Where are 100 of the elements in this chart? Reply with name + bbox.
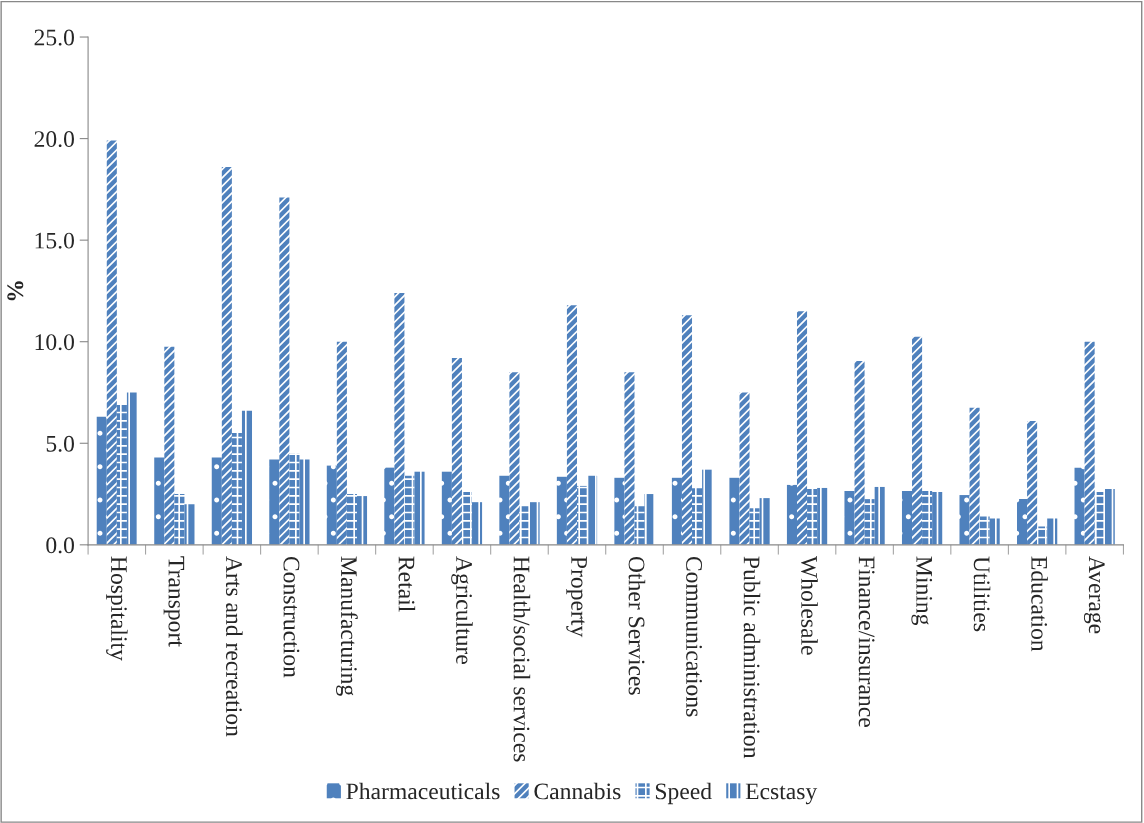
x-tick-label: Transport	[163, 556, 185, 647]
x-tick-label: Mining	[911, 556, 933, 626]
bar	[1094, 492, 1105, 545]
bar	[529, 502, 540, 545]
bar	[384, 467, 395, 545]
x-tick-label: Health/social services	[513, 556, 531, 762]
bar	[576, 485, 588, 545]
bar	[587, 475, 598, 545]
y-tick-label: 5.0	[46, 435, 74, 452]
bar	[807, 488, 818, 545]
bar	[404, 475, 415, 545]
bar	[566, 305, 577, 545]
bar	[231, 433, 242, 545]
x-tick-label: Communications	[686, 556, 702, 717]
y-tick-label: 0.0	[46, 537, 74, 554]
bar	[644, 494, 655, 545]
bar	[289, 453, 300, 545]
x-tick-label: Hospitality	[106, 556, 128, 661]
bar	[241, 410, 253, 545]
bar	[106, 140, 117, 545]
legend-label: Pharmaceuticals	[346, 782, 500, 800]
bar	[1037, 526, 1048, 545]
bar	[864, 499, 875, 545]
bar	[1017, 499, 1028, 545]
x-tick-label: Other Services	[628, 556, 646, 695]
legend-label: Ecstasy	[745, 783, 818, 805]
bar	[749, 508, 760, 545]
y-axis-title: %	[7, 281, 24, 301]
bar	[414, 471, 425, 545]
bar	[336, 341, 347, 545]
bar	[519, 506, 530, 545]
bar	[817, 487, 828, 545]
legend-label: Cannabis	[534, 782, 621, 800]
bar	[681, 315, 693, 545]
bar	[702, 469, 713, 545]
bar	[1047, 518, 1058, 545]
bar	[912, 336, 923, 545]
bar	[346, 494, 357, 545]
bar	[786, 484, 797, 545]
bar	[509, 372, 520, 545]
bar	[759, 498, 770, 545]
bar	[959, 495, 970, 545]
bar	[96, 416, 107, 545]
y-tick-label: 25.0	[34, 29, 74, 46]
bar	[461, 492, 473, 545]
bar	[221, 167, 232, 545]
y-tick-label: 15.0	[35, 232, 74, 249]
bar	[499, 475, 510, 545]
bar	[854, 361, 865, 545]
bar	[979, 516, 990, 545]
y-tick-label: 10.0	[35, 334, 74, 351]
x-tick-label: Retail	[398, 556, 416, 612]
bar	[969, 407, 980, 545]
bar	[692, 487, 703, 545]
bar	[1084, 341, 1095, 545]
bar	[671, 477, 682, 545]
bar	[279, 197, 290, 545]
bar	[441, 471, 452, 545]
x-tick-label: Wholesale	[801, 555, 818, 655]
x-tick-label: Property	[566, 556, 587, 638]
bar	[1027, 420, 1038, 545]
legend-label: Speed	[655, 782, 712, 805]
bar	[729, 477, 740, 545]
bar	[451, 357, 462, 545]
bar	[922, 491, 933, 545]
bar	[472, 502, 483, 545]
bar	[154, 457, 165, 545]
x-tick-label: Public administration	[743, 556, 761, 759]
y-tick-label: 20.0	[34, 131, 74, 148]
bar	[624, 372, 635, 545]
bar	[556, 476, 567, 545]
bar	[1104, 488, 1115, 545]
bar	[844, 491, 855, 545]
bar	[211, 457, 222, 545]
x-tick-label: Finance/insurance	[858, 556, 875, 727]
bar	[394, 292, 405, 545]
bar	[901, 491, 913, 545]
bar	[174, 494, 185, 545]
x-tick-label: Arts and recreation	[225, 556, 243, 737]
bar	[634, 506, 645, 545]
bar	[184, 504, 195, 545]
x-tick-label: Average	[1083, 556, 1105, 634]
bar	[874, 486, 885, 545]
x-tick-label: Education	[1031, 556, 1048, 652]
bar	[126, 392, 137, 545]
bar	[164, 346, 175, 545]
x-tick-label: Manufacturing	[336, 556, 358, 696]
bar	[614, 477, 625, 545]
x-tick-label: Agriculture	[451, 556, 473, 664]
bar	[356, 496, 368, 545]
bar	[796, 311, 808, 545]
bar	[269, 459, 280, 545]
bar	[1074, 467, 1085, 545]
bar	[299, 459, 310, 545]
bar	[989, 518, 1000, 545]
bar	[116, 404, 127, 545]
bar	[739, 392, 750, 545]
x-tick-label: Utilities	[973, 556, 991, 632]
bar	[326, 465, 337, 545]
bar	[932, 492, 943, 545]
